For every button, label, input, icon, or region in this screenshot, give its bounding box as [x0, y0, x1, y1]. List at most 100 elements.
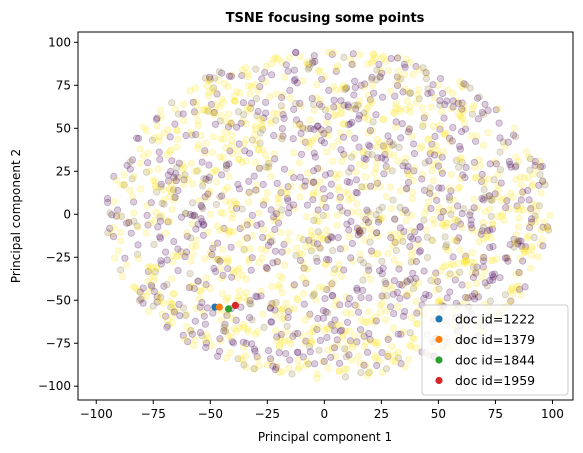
- background-point: [432, 269, 440, 277]
- background-point: [123, 161, 131, 169]
- background-point: [120, 171, 128, 179]
- background-point: [320, 357, 328, 365]
- background-point: [436, 267, 445, 275]
- background-point: [334, 137, 342, 145]
- background-point: [374, 154, 382, 162]
- background-point: [524, 174, 532, 182]
- background-point: [517, 291, 525, 299]
- background-point: [302, 337, 310, 345]
- background-point: [379, 142, 387, 150]
- background-point: [513, 202, 521, 210]
- background-point: [514, 240, 522, 248]
- background-point: [218, 95, 226, 103]
- background-point: [198, 203, 206, 211]
- background-point: [527, 205, 535, 213]
- background-point: [267, 318, 275, 326]
- background-point: [204, 228, 212, 236]
- background-point: [507, 297, 515, 305]
- background-point: [253, 352, 261, 361]
- background-point: [168, 157, 176, 165]
- background-point: [468, 292, 476, 300]
- background-point: [396, 230, 404, 238]
- background-point: [428, 236, 436, 244]
- background-point: [447, 187, 455, 195]
- background-point: [180, 164, 188, 172]
- background-point: [233, 273, 241, 281]
- background-point: [258, 123, 266, 131]
- background-point: [167, 188, 175, 196]
- background-point: [267, 116, 275, 125]
- background-point: [472, 279, 481, 288]
- background-point: [213, 101, 221, 109]
- background-point: [200, 220, 208, 229]
- background-point: [167, 146, 175, 154]
- background-point: [442, 243, 450, 251]
- y-tick-label: −100: [38, 379, 71, 393]
- background-point: [400, 307, 409, 316]
- background-point: [401, 85, 409, 93]
- background-point: [265, 163, 273, 171]
- background-point: [378, 93, 387, 101]
- background-point: [336, 110, 345, 118]
- background-point: [382, 365, 391, 373]
- background-point: [155, 290, 163, 298]
- background-point: [355, 111, 364, 119]
- background-point: [527, 218, 536, 226]
- background-point: [284, 197, 292, 205]
- background-point: [234, 108, 243, 116]
- background-point: [456, 112, 464, 120]
- background-point: [352, 168, 360, 176]
- background-point: [283, 194, 291, 202]
- background-point: [408, 188, 416, 197]
- background-point: [150, 240, 158, 249]
- background-point: [400, 228, 408, 236]
- background-point: [234, 293, 242, 301]
- background-point: [324, 346, 332, 354]
- background-point: [518, 189, 526, 197]
- background-point: [351, 301, 359, 309]
- background-point: [376, 66, 384, 74]
- background-point: [457, 174, 465, 182]
- background-point: [318, 102, 326, 111]
- background-point: [416, 223, 424, 231]
- background-point: [343, 318, 352, 326]
- background-point: [323, 285, 331, 294]
- background-point: [306, 116, 314, 124]
- background-point: [219, 209, 227, 217]
- background-point: [456, 78, 464, 86]
- background-point: [255, 164, 263, 172]
- background-point: [388, 343, 396, 351]
- background-point: [290, 77, 298, 85]
- background-point: [311, 153, 319, 161]
- background-point: [464, 294, 472, 302]
- background-point: [227, 72, 235, 80]
- background-point: [461, 257, 469, 265]
- background-point: [526, 166, 534, 174]
- background-point: [157, 257, 165, 265]
- background-point: [169, 306, 177, 314]
- background-point: [144, 263, 152, 271]
- background-point: [342, 353, 350, 361]
- background-point: [362, 361, 370, 369]
- background-point: [309, 167, 318, 175]
- background-point: [456, 145, 464, 153]
- background-point: [378, 270, 386, 278]
- background-point: [339, 334, 347, 342]
- background-point: [322, 129, 330, 137]
- background-point: [238, 66, 246, 74]
- background-point: [439, 148, 447, 156]
- background-point: [318, 75, 326, 83]
- background-point: [299, 289, 308, 298]
- background-point: [528, 243, 536, 251]
- background-point: [159, 186, 167, 194]
- background-point: [251, 81, 259, 89]
- background-point: [435, 151, 443, 159]
- background-point: [401, 206, 409, 214]
- background-point: [235, 324, 244, 332]
- background-point: [404, 178, 413, 186]
- background-point: [391, 215, 399, 223]
- background-point: [527, 215, 536, 223]
- background-point: [153, 122, 161, 130]
- background-point: [478, 273, 486, 281]
- background-point: [194, 144, 202, 152]
